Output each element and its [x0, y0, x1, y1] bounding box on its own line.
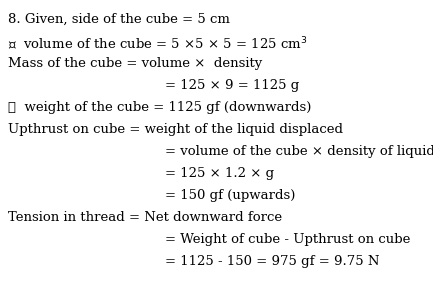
- Text: = volume of the cube × density of liquid × g: = volume of the cube × density of liquid…: [165, 145, 433, 158]
- Text: = 1125 - 150 = 975 gf = 9.75 N: = 1125 - 150 = 975 gf = 9.75 N: [165, 255, 379, 268]
- Text: = 125 × 9 = 1125 g: = 125 × 9 = 1125 g: [165, 79, 299, 92]
- Text: Tension in thread = Net downward force: Tension in thread = Net downward force: [8, 211, 282, 224]
- Text: Upthrust on cube = weight of the liquid displaced: Upthrust on cube = weight of the liquid …: [8, 123, 343, 136]
- Text: ∴  weight of the cube = 1125 gf (downwards): ∴ weight of the cube = 1125 gf (downward…: [8, 101, 311, 114]
- Text: = 125 × 1.2 × g: = 125 × 1.2 × g: [165, 167, 274, 180]
- Text: ∴  volume of the cube = 5 ×5 × 5 = 125 cm$^3$: ∴ volume of the cube = 5 ×5 × 5 = 125 cm…: [8, 35, 307, 52]
- Text: = Weight of cube - Upthrust on cube: = Weight of cube - Upthrust on cube: [165, 233, 410, 246]
- Text: ∴  volume of the cube = 5 ×5 × 5 = 125 cm: ∴ volume of the cube = 5 ×5 × 5 = 125 cm: [0, 292, 1, 293]
- Text: 8. Given, side of the cube = 5 cm: 8. Given, side of the cube = 5 cm: [8, 13, 230, 26]
- Text: Mass of the cube = volume ×  density: Mass of the cube = volume × density: [8, 57, 262, 70]
- Text: = 150 gf (upwards): = 150 gf (upwards): [165, 189, 295, 202]
